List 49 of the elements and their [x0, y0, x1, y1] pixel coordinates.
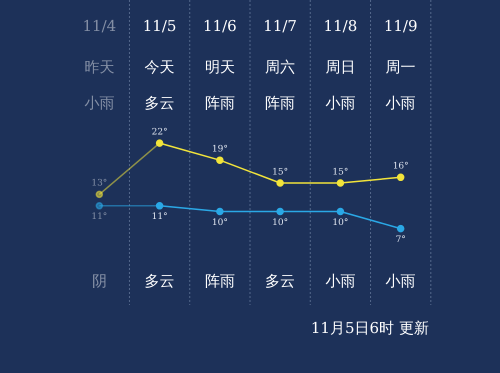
point — [96, 202, 104, 210]
point — [396, 174, 404, 182]
x-tick-label: 11/4 — [82, 16, 116, 35]
point — [336, 179, 344, 187]
text: 小雨 — [325, 94, 356, 112]
text: 阵雨 — [204, 94, 235, 112]
text: 阴 — [92, 272, 107, 290]
text: 多云 — [144, 94, 175, 112]
data-label: 19° — [212, 144, 228, 155]
x-tick-label: 11/7 — [263, 16, 297, 35]
text: 多云 — [144, 272, 175, 290]
point — [216, 208, 224, 216]
text: 周日 — [325, 58, 356, 76]
text: 明天 — [204, 58, 235, 76]
text: 昨天 — [84, 58, 114, 76]
point — [156, 139, 164, 147]
data-label: 13° — [91, 178, 108, 189]
data-label: 11° — [152, 212, 168, 222]
data-label: 10° — [332, 218, 348, 228]
point — [276, 208, 284, 216]
text: 多云 — [265, 272, 296, 290]
point — [396, 224, 404, 232]
text: 小雨 — [84, 94, 114, 112]
text: 阵雨 — [265, 94, 296, 112]
data-label: 15° — [272, 167, 288, 178]
text: 周一 — [386, 58, 416, 76]
text: 今天 — [144, 58, 175, 76]
data-label: 16° — [392, 162, 409, 172]
text: 周六 — [265, 58, 296, 76]
text: 11月5日6时 更新 — [310, 318, 429, 337]
data-label: 15° — [332, 167, 348, 178]
point — [96, 190, 104, 198]
x-tick-label: 11/5 — [142, 16, 176, 35]
data-label: 22° — [152, 127, 168, 138]
x-tick-label: 11/9 — [384, 16, 418, 35]
text: 阵雨 — [204, 272, 235, 290]
x-tick-label: 11/6 — [203, 16, 237, 35]
x-tick-label: 11/8 — [324, 16, 358, 35]
text: 小雨 — [386, 272, 416, 290]
data-label: 7° — [396, 234, 406, 245]
data-label: 11° — [91, 212, 108, 222]
point — [216, 156, 224, 164]
text: 小雨 — [325, 272, 356, 290]
text: 小雨 — [386, 94, 416, 112]
data-label: 10° — [212, 218, 228, 228]
point — [156, 202, 164, 210]
point — [276, 179, 284, 187]
point — [336, 208, 344, 216]
data-label: 10° — [272, 218, 288, 228]
